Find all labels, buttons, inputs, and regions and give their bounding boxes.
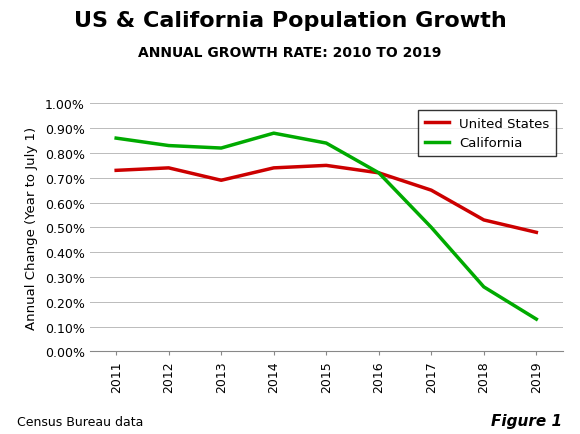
Text: Census Bureau data: Census Bureau data [17, 415, 144, 428]
California [165, 144, 172, 149]
United States [218, 178, 224, 184]
Text: US & California Population Growth: US & California Population Growth [74, 11, 506, 31]
California [322, 141, 329, 146]
California [270, 131, 277, 136]
Text: Figure 1: Figure 1 [491, 414, 563, 428]
United States [113, 168, 119, 174]
United States [165, 166, 172, 171]
Line: United States: United States [116, 166, 536, 233]
California [113, 136, 119, 141]
California [375, 171, 382, 176]
Legend: United States, California: United States, California [418, 111, 556, 156]
California [218, 146, 224, 151]
United States [270, 166, 277, 171]
California [428, 225, 435, 230]
Text: ANNUAL GROWTH RATE: 2010 TO 2019: ANNUAL GROWTH RATE: 2010 TO 2019 [138, 46, 442, 59]
Line: California: California [116, 134, 536, 319]
United States [533, 230, 540, 235]
United States [480, 218, 487, 223]
United States [322, 163, 329, 168]
California [480, 285, 487, 290]
California [533, 317, 540, 322]
Y-axis label: Annual Change (Year to July 1): Annual Change (Year to July 1) [25, 127, 38, 329]
United States [428, 188, 435, 194]
United States [375, 171, 382, 176]
